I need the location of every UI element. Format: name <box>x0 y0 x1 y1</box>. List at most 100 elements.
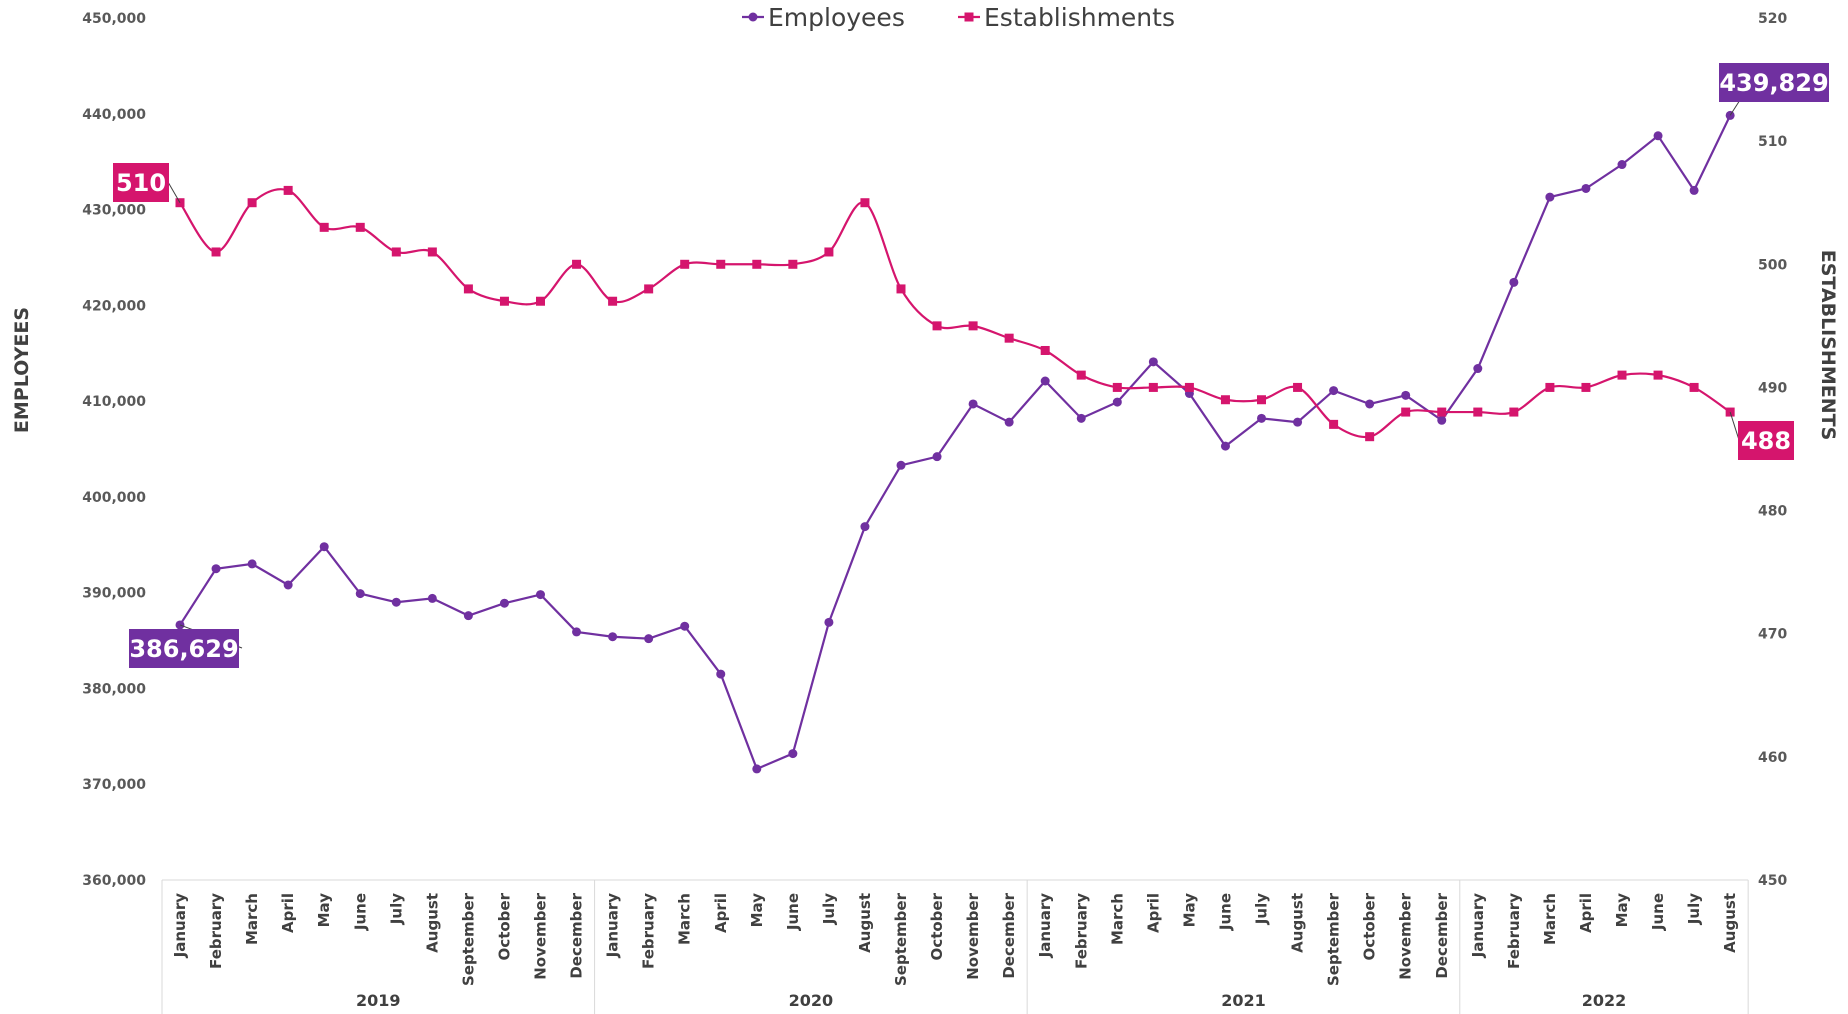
data-point-employees <box>1653 131 1663 141</box>
data-point-employees <box>1545 192 1555 202</box>
callout-box <box>1738 421 1794 460</box>
data-point-establishments <box>788 259 798 269</box>
data-point-establishments <box>1545 382 1555 392</box>
data-point-employees <box>1437 415 1447 425</box>
callout-label: 488 <box>1741 427 1791 455</box>
data-point-employees <box>968 399 978 409</box>
data-point-employees <box>752 764 762 774</box>
data-point-employees <box>1293 417 1303 427</box>
y-left-tick-label: 450,000 <box>82 11 146 27</box>
x-axis-month-label: April <box>712 893 730 933</box>
data-point-employees <box>1581 183 1591 193</box>
data-point-establishments <box>1220 395 1230 405</box>
legend-marker-employees <box>748 12 758 22</box>
data-point-employees <box>1257 413 1266 423</box>
data-point-establishments <box>355 222 365 232</box>
y-left-tick-label: 420,000 <box>82 298 146 314</box>
x-axis-month-label: December <box>1433 892 1451 978</box>
y-right-tick-label: 460 <box>1758 750 1787 766</box>
callout-label: 386,629 <box>129 635 238 663</box>
x-axis-month-label: April <box>1144 893 1162 933</box>
x-axis-year-label: 2020 <box>789 991 834 1010</box>
data-point-establishments <box>499 296 509 306</box>
data-point-employees <box>1329 386 1339 396</box>
x-axis-month-label: February <box>640 893 658 969</box>
data-point-employees <box>716 669 726 679</box>
y-right-tick-label: 470 <box>1758 627 1787 643</box>
y-right-tick-label: 500 <box>1758 257 1787 273</box>
y-right-tick-label: 510 <box>1758 134 1787 150</box>
callout-box <box>129 629 239 668</box>
legend-label-employees: Employees <box>768 3 905 32</box>
data-point-establishments <box>896 284 906 294</box>
callout-box <box>1719 63 1829 102</box>
x-axis-month-label: March <box>1541 893 1559 945</box>
x-axis-month-label: January <box>1469 893 1487 959</box>
data-point-employees <box>1040 376 1050 386</box>
x-axis-month-label: December <box>568 892 586 978</box>
x-axis-month-label: November <box>964 892 982 979</box>
callouts: 386,629 439,829 510 488 <box>113 63 1829 668</box>
x-axis-month-label: September <box>459 892 477 986</box>
callout-label: 510 <box>116 169 166 197</box>
data-point-establishments <box>536 296 545 306</box>
data-point-establishments <box>211 247 221 257</box>
x-axis: January February March April May June July Augu… <box>161 879 1749 1014</box>
data-point-establishments <box>932 321 942 331</box>
data-point-employees <box>463 611 473 621</box>
x-axis-month-label: June <box>1649 893 1667 931</box>
data-point-establishments <box>680 259 690 269</box>
data-point-establishments <box>1509 407 1519 417</box>
data-point-employees <box>536 590 545 600</box>
data-point-employees <box>1112 397 1122 407</box>
x-axis-month-label: October <box>928 892 946 960</box>
callout-leader <box>167 181 181 203</box>
legend-marker-establishments <box>964 12 974 22</box>
data-point-establishments <box>1473 407 1483 417</box>
data-point-establishments <box>824 247 834 257</box>
data-point-establishments <box>247 198 257 208</box>
x-axis-month-label: February <box>1072 893 1090 969</box>
data-point-establishments <box>860 198 870 208</box>
x-axis-month-label: July <box>387 893 405 925</box>
series-line-employees <box>179 114 1732 771</box>
x-axis-month-label: March <box>1108 893 1126 945</box>
data-point-employees <box>1617 160 1627 170</box>
data-point-employees <box>608 632 618 642</box>
y-left-tick-label: 380,000 <box>82 681 146 697</box>
data-point-employees <box>247 559 257 569</box>
data-point-employees <box>1076 413 1086 423</box>
x-axis-month-label: February <box>1505 893 1523 969</box>
data-point-employees <box>283 580 293 590</box>
x-axis-month-label: November <box>1397 892 1415 979</box>
x-axis-month-label: February <box>207 893 225 969</box>
x-axis-month-label: July <box>820 893 838 925</box>
x-axis-month-label: July <box>1253 893 1271 925</box>
data-point-establishments <box>716 259 726 269</box>
x-axis-month-label: April <box>1577 893 1595 933</box>
x-axis-month-label: May <box>748 893 766 928</box>
data-point-employees <box>1365 399 1375 409</box>
series-establishments <box>175 185 1735 442</box>
x-axis-month-label: July <box>1685 893 1703 925</box>
x-axis-month-label: August <box>1721 893 1739 953</box>
callout-box <box>113 163 169 202</box>
data-point-establishments <box>644 284 654 294</box>
data-point-employees <box>1401 390 1411 400</box>
data-point-establishments <box>391 247 401 257</box>
x-axis-month-label: November <box>532 892 550 979</box>
legend: Employees Establishments <box>742 3 1175 32</box>
callout-leader <box>1729 99 1741 116</box>
data-point-establishments <box>1653 370 1663 380</box>
data-point-employees <box>680 621 690 631</box>
x-axis-month-label: May <box>1180 893 1198 928</box>
data-point-employees <box>211 564 221 574</box>
y-right-tick-label: 450 <box>1758 873 1787 889</box>
data-point-establishments <box>1329 419 1339 429</box>
data-point-employees <box>788 749 798 759</box>
x-axis-month-label: April <box>279 893 297 933</box>
x-axis-month-label: June <box>1216 893 1234 931</box>
data-point-establishments <box>1004 333 1014 343</box>
data-point-employees <box>427 593 437 603</box>
x-axis-month-label: May <box>1613 893 1631 928</box>
